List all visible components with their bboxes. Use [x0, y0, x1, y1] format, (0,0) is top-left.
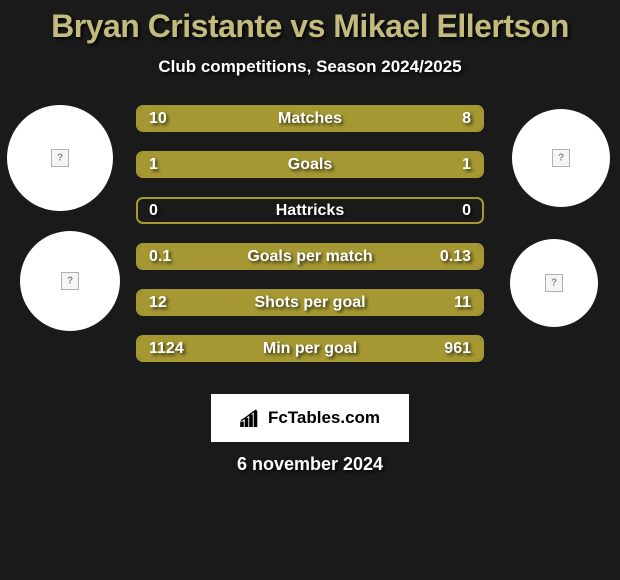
player1-club-circle	[20, 231, 120, 331]
stat-label: Min per goal	[138, 340, 482, 358]
page-title: Bryan Cristante vs Mikael Ellertson	[0, 8, 620, 45]
stat-label: Matches	[138, 110, 482, 128]
stat-row: 1124961Min per goal	[136, 335, 484, 362]
stat-row: 0.10.13Goals per match	[136, 243, 484, 270]
brand-badge: FcTables.com	[211, 394, 409, 442]
stat-label: Goals per match	[138, 248, 482, 266]
image-placeholder-icon	[545, 274, 563, 292]
image-placeholder-icon	[61, 272, 79, 290]
brand-text: FcTables.com	[268, 408, 380, 428]
header: Bryan Cristante vs Mikael Ellertson Club…	[0, 0, 620, 77]
player1-photo-circle	[7, 105, 113, 211]
stat-row: 108Matches	[136, 105, 484, 132]
player2-club-circle	[510, 239, 598, 327]
subtitle: Club competitions, Season 2024/2025	[0, 57, 620, 77]
stats-container: 108Matches 11Goals 00Hattricks 0.10.13Goals…	[136, 105, 484, 381]
stat-row: 1211Shots per goal	[136, 289, 484, 316]
image-placeholder-icon	[51, 149, 69, 167]
player2-photo-circle	[512, 109, 610, 207]
stat-row: 00Hattricks	[136, 197, 484, 224]
fctables-logo-icon	[240, 409, 262, 427]
date-label: 6 november 2024	[0, 454, 620, 475]
stat-label: Goals	[138, 156, 482, 174]
image-placeholder-icon	[552, 149, 570, 167]
stat-label: Shots per goal	[138, 294, 482, 312]
stat-row: 11Goals	[136, 151, 484, 178]
stat-label: Hattricks	[138, 202, 482, 220]
